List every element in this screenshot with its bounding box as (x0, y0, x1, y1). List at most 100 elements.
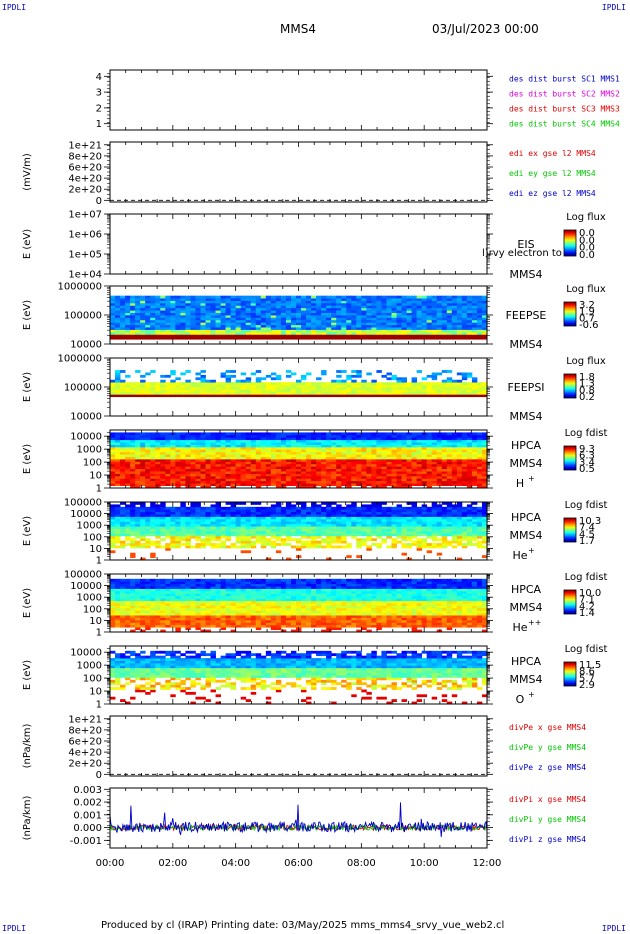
heatmap-cell (135, 475, 141, 479)
heatmap-cell (120, 478, 126, 482)
heatmap-cell (270, 384, 277, 388)
heatmap-cell (351, 295, 357, 299)
heatmap-cell (245, 454, 252, 457)
heatmap-cell (436, 466, 443, 470)
heatmap-cell (235, 446, 242, 450)
heatmap-cell (326, 468, 332, 472)
heatmap-cell (295, 531, 302, 534)
heatmap-cell (265, 540, 272, 544)
heatmap-cell (135, 446, 141, 450)
heatmap-cell (175, 324, 181, 328)
heatmap-cell (396, 449, 402, 453)
heatmap-cell (200, 444, 206, 448)
heatmap-cell (295, 334, 302, 338)
heatmap-cell (426, 319, 433, 323)
heatmap-cell (230, 504, 237, 508)
heatmap-cell (270, 336, 277, 340)
heatmap-cell (110, 444, 116, 448)
heatmap-cell (295, 456, 302, 460)
heatmap-cell (285, 557, 292, 561)
heatmap-cell (456, 334, 463, 338)
heatmap-cell (125, 535, 131, 539)
heatmap-cell (346, 387, 352, 390)
heatmap-cell (215, 305, 221, 309)
heatmap-cell (150, 523, 156, 527)
heatmap-cell (165, 315, 171, 318)
heatmap-cell (396, 471, 402, 474)
heatmap-cell (396, 454, 402, 457)
heatmap-cell (250, 516, 257, 520)
heatmap-cell (366, 382, 372, 385)
heatmap-cell (446, 394, 453, 398)
heatmap-cell (421, 327, 428, 330)
y-tick-label: 1e+06 (68, 230, 102, 241)
heatmap-cell (431, 437, 438, 441)
heatmap-cell (175, 456, 181, 460)
heatmap-cell (436, 446, 443, 450)
heatmap-cell (371, 310, 377, 313)
heatmap-cell (155, 468, 161, 472)
heatmap-cell (205, 451, 211, 455)
heatmap-cell (110, 331, 116, 335)
heatmap-cell (411, 305, 418, 309)
heatmap-cell (145, 540, 151, 544)
heatmap-cell (125, 374, 131, 378)
heatmap-cell (160, 509, 166, 513)
heatmap-cell (185, 391, 191, 395)
heatmap-cell (416, 394, 423, 398)
heatmap-cell (336, 483, 342, 486)
heatmap-cell (265, 442, 272, 445)
heatmap-cell (150, 468, 156, 472)
heatmap-cell (160, 302, 166, 306)
heatmap-cell (456, 322, 463, 326)
colorbar-tick-label: 1.9 (579, 307, 595, 318)
heatmap-cell (250, 511, 257, 515)
heatmap-cell (255, 437, 262, 441)
heatmap-cell (125, 509, 131, 513)
heatmap-cell (316, 526, 322, 529)
heatmap-cell (391, 322, 397, 326)
heatmap-cell (215, 485, 221, 489)
heatmap-cell (175, 319, 181, 323)
heatmap-cell (316, 295, 322, 299)
heatmap-cell (225, 295, 232, 299)
heatmap-cell (230, 485, 237, 489)
heatmap-cell (321, 444, 327, 448)
heatmap-cell (476, 456, 483, 460)
heatmap-cell (150, 334, 156, 338)
heatmap-cell (351, 473, 357, 477)
heatmap-cell (285, 322, 292, 326)
heatmap-cell (225, 305, 232, 309)
heatmap-cell (386, 336, 392, 340)
heatmap-cell (270, 394, 277, 398)
heatmap-cell (120, 432, 126, 436)
heatmap-cell (290, 331, 297, 335)
heatmap-cell (280, 302, 287, 306)
heatmap-cell (240, 444, 247, 448)
heatmap-cell (155, 382, 161, 385)
heatmap-cell (165, 307, 171, 311)
heatmap-cell (110, 432, 116, 436)
heatmap-cell (280, 315, 287, 318)
heatmap-cell (145, 461, 151, 465)
heatmap-cell (311, 442, 317, 445)
heatmap-cell (120, 315, 126, 318)
heatmap-cell (316, 442, 322, 445)
heatmap-cell (260, 528, 267, 532)
y-axis-label: (mV/m) (22, 153, 33, 191)
heatmap-cell (426, 394, 433, 398)
heatmap-cell (170, 442, 176, 445)
heatmap-cell (371, 454, 377, 457)
heatmap-cell (280, 528, 287, 532)
heatmap-cell (386, 329, 392, 333)
heatmap-cell (265, 391, 272, 395)
heatmap-cell (321, 310, 327, 313)
heatmap-cell (110, 317, 116, 321)
heatmap-cell (421, 312, 428, 316)
heatmap-cell (311, 478, 317, 482)
heatmap-cell (466, 334, 473, 338)
heatmap-cell (275, 327, 282, 330)
heatmap-cell (205, 514, 211, 517)
heatmap-cell (180, 451, 186, 455)
heatmap-cell (115, 531, 121, 534)
